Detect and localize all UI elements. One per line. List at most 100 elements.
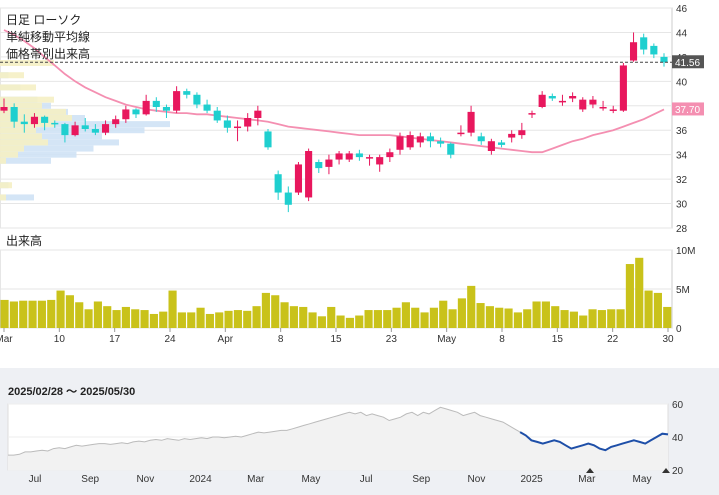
candle-body — [112, 119, 120, 125]
volume-panel: 0 5M 10M 出来高 — [0, 233, 695, 335]
last-price-badge — [672, 55, 704, 69]
candle-body — [589, 99, 597, 105]
candle-body — [101, 124, 110, 133]
date-axis: Mar 10 17 24 Apr 8 15 23 May 8 15 22 30 — [0, 328, 674, 345]
profile-bar-a — [0, 133, 42, 140]
volume-bar — [588, 309, 597, 328]
date-tick-label: 30 — [662, 334, 674, 345]
volume-bar — [317, 316, 326, 328]
volume-tick-label: 0 — [676, 324, 682, 335]
legend-candles: 日足 ローソク — [6, 13, 81, 27]
volume-bar — [635, 257, 644, 328]
volume-bar — [439, 300, 448, 328]
candle-body — [305, 151, 313, 198]
volume-bar — [261, 292, 270, 328]
profile-bar-a — [0, 139, 48, 146]
range-end-handle-icon[interactable] — [662, 468, 670, 473]
overview-tick-label: 40 — [672, 433, 684, 444]
candle-body — [518, 130, 526, 136]
candlestick-panel: 28303234363840424446 日足 ローソク 単純移動平均線 価格帯… — [0, 4, 704, 235]
date-tick-label: 15 — [552, 334, 564, 345]
volume-bar — [233, 310, 242, 328]
candle-body — [345, 153, 353, 160]
volume-bar — [411, 307, 420, 328]
profile-bar-a — [0, 194, 6, 201]
price-tick-label: 44 — [676, 28, 688, 39]
candlestick-plot-area — [0, 7, 673, 229]
profile-bar-b — [0, 194, 34, 201]
overview-date-label: Sep — [412, 474, 430, 485]
overview-navigator[interactable]: 20 40 60 Jul Sep Nov 2024 Mar May Jul Sep Nov 2025 Ma… — [7, 400, 684, 485]
date-tick-label: Apr — [218, 334, 234, 345]
price-tick-label: 46 — [676, 4, 688, 15]
volume-bar — [532, 301, 541, 328]
volume-bar — [485, 306, 494, 328]
candle-body — [579, 99, 587, 110]
volume-bar — [196, 307, 205, 328]
volume-bar — [168, 290, 177, 328]
range-start-handle-icon[interactable] — [586, 468, 594, 473]
candle-body — [660, 56, 668, 63]
profile-bar-a — [0, 84, 36, 91]
candle-body — [51, 122, 59, 125]
overview-axis: 20 40 60 Jul Sep Nov 2024 Mar May Jul Sep Nov 2025 Ma… — [29, 400, 684, 485]
overview-selection-line — [519, 431, 669, 452]
candle-body — [30, 116, 39, 125]
candle-body — [81, 125, 89, 129]
candle-body — [122, 109, 130, 120]
date-tick-label: 8 — [499, 334, 505, 345]
profile-bar-a — [0, 121, 54, 128]
profile-bar-a — [0, 108, 66, 115]
candle-body — [61, 124, 69, 136]
volume-tick-label: 10M — [676, 246, 695, 257]
volume-bar — [373, 310, 382, 328]
price-tick-label: 28 — [676, 224, 688, 235]
volume-bar — [345, 317, 354, 328]
legend-moving-average: 単純移動平均線 — [6, 29, 90, 44]
volume-bar — [467, 285, 476, 328]
volume-bar — [243, 310, 252, 328]
volume-bar — [93, 301, 102, 328]
volume-bar — [65, 295, 74, 328]
volume-bar — [0, 299, 9, 328]
overview-date-label: Nov — [136, 474, 154, 485]
profile-bar-a — [0, 182, 12, 189]
volume-bar — [476, 303, 485, 328]
profile-bar-a — [0, 127, 36, 134]
profile-bar-b — [0, 133, 102, 140]
candle-body — [41, 116, 49, 123]
candle-body — [467, 111, 475, 133]
candle-body — [132, 109, 140, 115]
overview-date-label: Nov — [468, 474, 486, 485]
candle-body — [640, 37, 648, 50]
overview-date-label: Sep — [81, 474, 99, 485]
overview-date-label: May — [633, 474, 652, 485]
candle-body — [233, 126, 242, 129]
candle-body — [508, 133, 516, 138]
candle-body — [457, 132, 465, 135]
volume-bar — [37, 300, 46, 328]
candle-body — [223, 120, 231, 128]
overview-tick-label: 60 — [672, 400, 684, 411]
candle-body — [416, 136, 424, 143]
date-tick-label: 22 — [607, 334, 619, 345]
overview-date-label: 2024 — [189, 474, 212, 485]
volume-bar — [47, 299, 56, 328]
moving-average-line — [3, 29, 665, 154]
candle-body — [497, 142, 506, 145]
volume-bar — [401, 302, 410, 328]
candle-body — [447, 143, 455, 155]
volume-bar — [84, 309, 93, 328]
volume-bar — [9, 301, 18, 328]
volume-bar — [289, 306, 298, 328]
volume-bar — [112, 310, 121, 328]
volume-bar — [569, 311, 578, 328]
volume-bar — [625, 264, 634, 328]
candle-body — [264, 131, 272, 148]
volume-bar — [336, 315, 345, 328]
price-tick-label: 36 — [676, 126, 688, 137]
candle-body — [528, 113, 536, 115]
candle-body — [294, 164, 303, 193]
candle-body — [386, 152, 394, 158]
candle-body — [569, 96, 577, 99]
